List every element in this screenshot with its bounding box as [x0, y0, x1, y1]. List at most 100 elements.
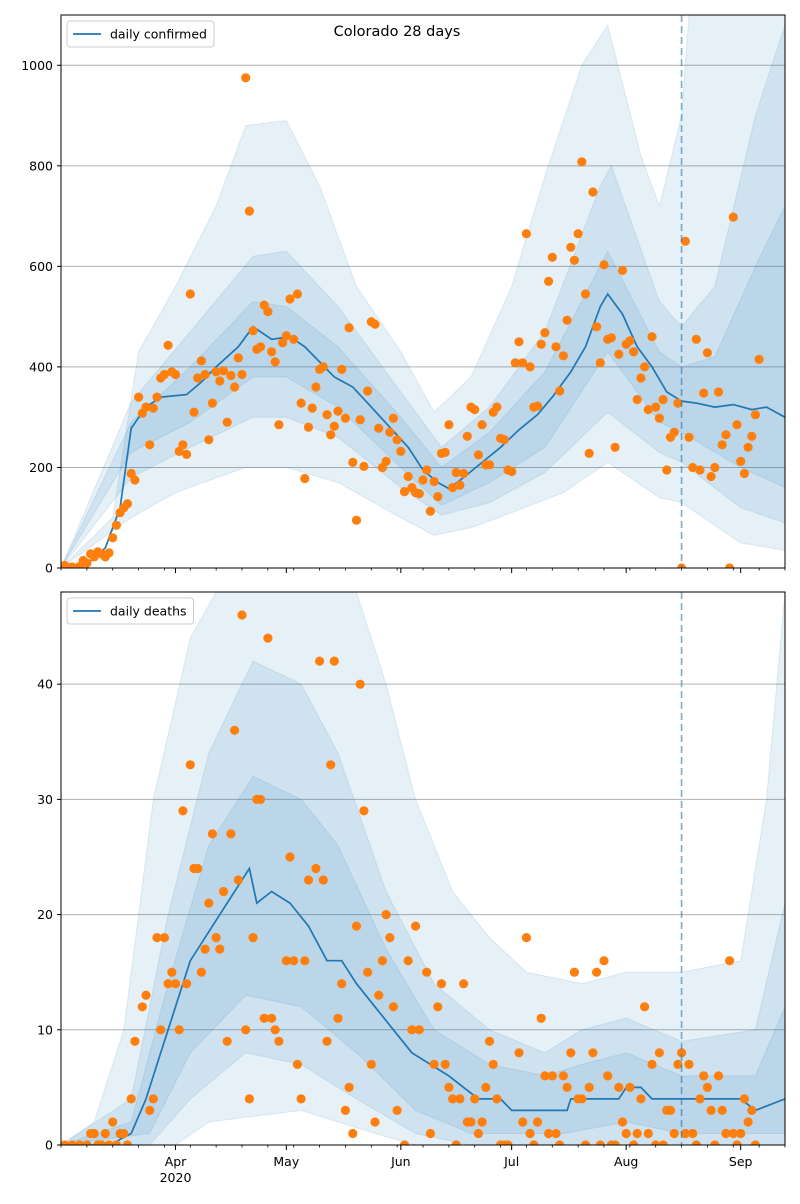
data-point	[311, 382, 321, 392]
data-point	[647, 332, 657, 342]
data-point	[141, 990, 151, 1000]
y-tick-label: 0	[45, 561, 53, 576]
data-point	[241, 73, 251, 83]
data-point	[285, 852, 295, 862]
data-point	[470, 1094, 480, 1104]
data-point	[159, 369, 169, 380]
data-point	[632, 395, 642, 405]
data-point	[244, 1094, 254, 1104]
data-point	[640, 362, 650, 372]
data-point	[654, 1048, 665, 1058]
data-point	[322, 1036, 332, 1046]
data-point	[300, 956, 310, 966]
data-point	[163, 340, 173, 350]
data-point	[388, 413, 398, 423]
data-point	[340, 413, 350, 423]
data-point	[599, 260, 609, 270]
data-point	[588, 187, 598, 197]
data-point	[592, 322, 602, 332]
data-point	[747, 1105, 757, 1115]
data-point	[170, 369, 181, 380]
data-point	[580, 289, 591, 299]
data-point	[392, 435, 402, 445]
data-point	[374, 990, 384, 1000]
data-point	[673, 1059, 683, 1069]
data-point	[514, 337, 524, 347]
data-point	[577, 157, 587, 167]
data-point	[111, 1140, 121, 1145]
data-point	[392, 1105, 402, 1115]
data-point	[200, 944, 210, 954]
data-point	[732, 420, 742, 430]
data-point	[411, 921, 421, 931]
data-point	[551, 1128, 561, 1139]
data-point	[222, 1036, 232, 1046]
data-point	[104, 548, 114, 558]
data-point	[547, 252, 557, 262]
data-point	[466, 1117, 476, 1127]
data-point	[134, 392, 144, 402]
uncertainty-band-inner	[61, 775, 785, 1145]
data-point	[710, 1140, 720, 1145]
data-point	[617, 1117, 628, 1127]
data-point	[285, 294, 295, 304]
data-point	[429, 476, 439, 487]
data-point	[599, 956, 609, 966]
data-point	[706, 471, 716, 482]
data-point	[370, 1117, 380, 1127]
data-point	[643, 405, 653, 415]
data-point	[736, 1128, 746, 1139]
data-point	[200, 369, 210, 380]
data-point	[555, 1140, 565, 1145]
data-point	[440, 1059, 450, 1069]
data-point	[318, 362, 328, 372]
data-point	[355, 679, 365, 689]
data-point	[215, 376, 225, 386]
data-point	[425, 506, 435, 516]
data-point	[736, 456, 746, 466]
data-point	[385, 427, 395, 437]
data-point	[433, 492, 443, 502]
data-point	[348, 457, 358, 467]
data-point	[363, 386, 373, 396]
data-point	[152, 933, 162, 943]
data-point	[529, 1140, 539, 1145]
data-point	[61, 1140, 70, 1145]
y-tick-label: 10	[37, 1022, 53, 1037]
data-point	[444, 1082, 454, 1092]
data-point	[710, 462, 720, 473]
data-point	[577, 1094, 587, 1104]
x-tick-label: Sep	[729, 1154, 753, 1169]
data-point	[617, 265, 628, 275]
data-point	[67, 1140, 77, 1145]
legend-label: daily confirmed	[110, 27, 207, 42]
data-point	[303, 422, 314, 432]
deaths-panel: 0 10 20 30 40 Apr May Jun Jul Aug Sep 2020 daily dea…	[37, 591, 786, 1185]
confirmed-panel: 0 200 400 600 800 1000 daily confirmed	[21, 14, 786, 576]
data-point	[108, 533, 118, 543]
data-point	[263, 633, 273, 643]
data-point	[750, 410, 761, 420]
data-point	[754, 354, 764, 364]
data-point	[182, 979, 192, 989]
data-point	[551, 342, 561, 352]
data-point	[713, 1071, 724, 1081]
data-point	[170, 979, 181, 989]
data-point	[525, 1128, 535, 1139]
data-point	[270, 1025, 280, 1035]
data-point	[111, 520, 121, 530]
data-point	[414, 489, 424, 499]
data-point	[448, 1094, 458, 1104]
data-point	[318, 875, 328, 885]
data-point	[562, 315, 572, 325]
data-point	[569, 967, 580, 977]
data-point	[662, 465, 672, 475]
data-point	[614, 1082, 624, 1092]
data-point	[544, 1128, 554, 1139]
data-point	[74, 1140, 85, 1145]
data-point	[702, 1082, 713, 1092]
data-point	[699, 1071, 709, 1081]
data-point	[470, 405, 480, 415]
data-point	[739, 1094, 750, 1104]
data-point	[536, 1013, 546, 1023]
